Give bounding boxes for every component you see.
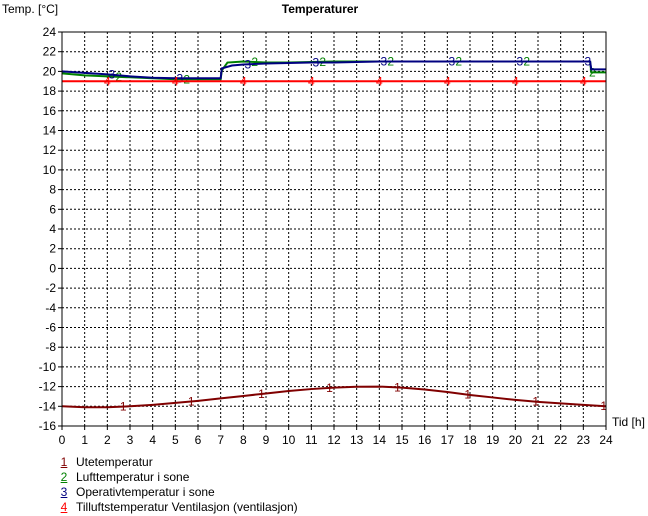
y-tick-label: 16 [43, 104, 57, 118]
legend-swatch-number: 4 [60, 500, 68, 514]
series-marker-1: 1 [600, 399, 607, 413]
series-marker-4: 4 [172, 74, 179, 88]
series-marker-4: 4 [580, 74, 587, 88]
series-layer: 1 11 1 11 1 12 22 2 2 2 223 33 3 3 3 3 34 4 4 4 4 4 4 4 [61, 55, 607, 414]
x-tick-label: 19 [486, 433, 500, 447]
y-tick-label: 8 [49, 183, 56, 197]
x-axis-label: Tid [h] [612, 415, 645, 429]
y-tick-label: 10 [43, 163, 57, 177]
series-marker-1: 1 [188, 394, 195, 408]
legend-label: Utetemperatur [76, 455, 153, 469]
legend: 1 Utetemperatur 2 Lufttemperatur i sone 3 Ope… [58, 455, 298, 515]
x-tick-label: 4 [149, 433, 156, 447]
x-tick-label: 24 [599, 433, 613, 447]
x-tick-label: 17 [441, 433, 455, 447]
legend-label: Tilluftstemperatur Ventilasjon (ventilas… [76, 500, 298, 514]
series-marker-3: 3 [109, 68, 116, 82]
series-marker-1: 1 [532, 395, 539, 409]
x-tick-label: 5 [172, 433, 179, 447]
x-tick-label: 23 [577, 433, 591, 447]
y-tick-label: 18 [43, 84, 57, 98]
series-marker-4: 4 [240, 74, 247, 88]
series-marker-3: 3 [245, 57, 252, 71]
x-tick-label: 2 [104, 433, 111, 447]
series-marker-2: 2 [589, 65, 596, 79]
y-tick-label: 6 [49, 202, 56, 216]
series-marker-4: 4 [512, 74, 519, 88]
y-tick-label: 20 [43, 64, 57, 78]
y-tick-label: -16 [39, 419, 57, 433]
x-tick-label: 16 [418, 433, 432, 447]
x-tick-label: 8 [240, 433, 247, 447]
series-marker-4: 4 [308, 74, 315, 88]
legend-label: Operativtemperatur i sone [76, 485, 215, 499]
y-tick-label: -2 [45, 281, 56, 295]
chart-title: Temperaturer [282, 2, 359, 16]
series-marker-3: 3 [313, 56, 320, 70]
legend-item-2: 2 Lufttemperatur i sone [58, 470, 298, 485]
x-tick-label: 21 [531, 433, 545, 447]
x-tick-label: 22 [554, 433, 568, 447]
grid [62, 32, 606, 426]
x-tick-label: 1 [81, 433, 88, 447]
x-tick-label: 6 [195, 433, 202, 447]
series-marker-1: 1 [464, 388, 471, 402]
x-tick-label: 18 [463, 433, 477, 447]
x-tick-label: 15 [395, 433, 409, 447]
y-tick-label: 14 [43, 124, 57, 138]
series-marker-2: 2 [251, 55, 258, 69]
series-marker-1: 1 [258, 387, 265, 401]
y-tick-label: -12 [39, 380, 57, 394]
series-line-1 [61, 385, 607, 409]
y-tick-label: 0 [49, 261, 56, 275]
series-line-3 [61, 60, 606, 80]
legend-item-1: 1 Utetemperatur [58, 455, 298, 470]
series-marker-3: 3 [177, 71, 184, 85]
x-tick-label: 3 [127, 433, 134, 447]
legend-label: Lufttemperatur i sone [76, 470, 190, 484]
legend-swatch-number: 2 [60, 470, 68, 484]
y-tick-label: -4 [45, 301, 56, 315]
series-marker-4: 4 [376, 74, 383, 88]
legend-item-4: 4 Tilluftstemperatur Ventilasjon (ventila… [58, 500, 298, 515]
x-tick-label: 13 [350, 433, 364, 447]
x-tick-label: 7 [217, 433, 224, 447]
x-tick-label: 10 [282, 433, 296, 447]
x-tick-label: 14 [373, 433, 387, 447]
x-tick-label: 9 [263, 433, 270, 447]
y-tick-label: 22 [43, 45, 57, 59]
series-marker-2: 2 [115, 70, 122, 84]
x-tick-label: 20 [509, 433, 523, 447]
x-tick-label: 11 [305, 433, 318, 447]
series-marker-3: 3 [517, 55, 524, 69]
series-marker-4: 4 [104, 74, 111, 88]
y-tick-label: -10 [39, 360, 57, 374]
y-tick-label: -14 [39, 399, 57, 413]
y-tick-label: 12 [43, 143, 57, 157]
x-tick-label: 12 [327, 433, 341, 447]
legend-swatch-number: 1 [60, 455, 68, 469]
legend-item-3: 3 Operativtemperatur i sone [58, 485, 298, 500]
y-tick-label: 4 [49, 222, 56, 236]
series-marker-3: 3 [449, 55, 456, 69]
y-tick-label: 24 [43, 25, 57, 39]
series-marker-3: 3 [381, 55, 388, 69]
legend-swatch-number: 3 [60, 485, 68, 499]
axes: 0 1 2 3 4 5 6 7 8 9 10 11 12 13 14 15 16 17 18 19 20 21 22 23 24… [39, 25, 613, 447]
x-tick-label: 0 [59, 433, 66, 447]
series-marker-1: 1 [120, 400, 127, 414]
y-tick-label: 2 [49, 242, 56, 256]
y-axis-label: Temp. [°C] [2, 2, 58, 16]
series-marker-3: 3 [585, 55, 592, 69]
y-tick-label: -8 [45, 340, 56, 354]
y-tick-label: -6 [45, 321, 56, 335]
series-marker-1: 1 [394, 380, 401, 394]
series-marker-1: 1 [326, 381, 333, 395]
series-marker-4: 4 [444, 74, 451, 88]
